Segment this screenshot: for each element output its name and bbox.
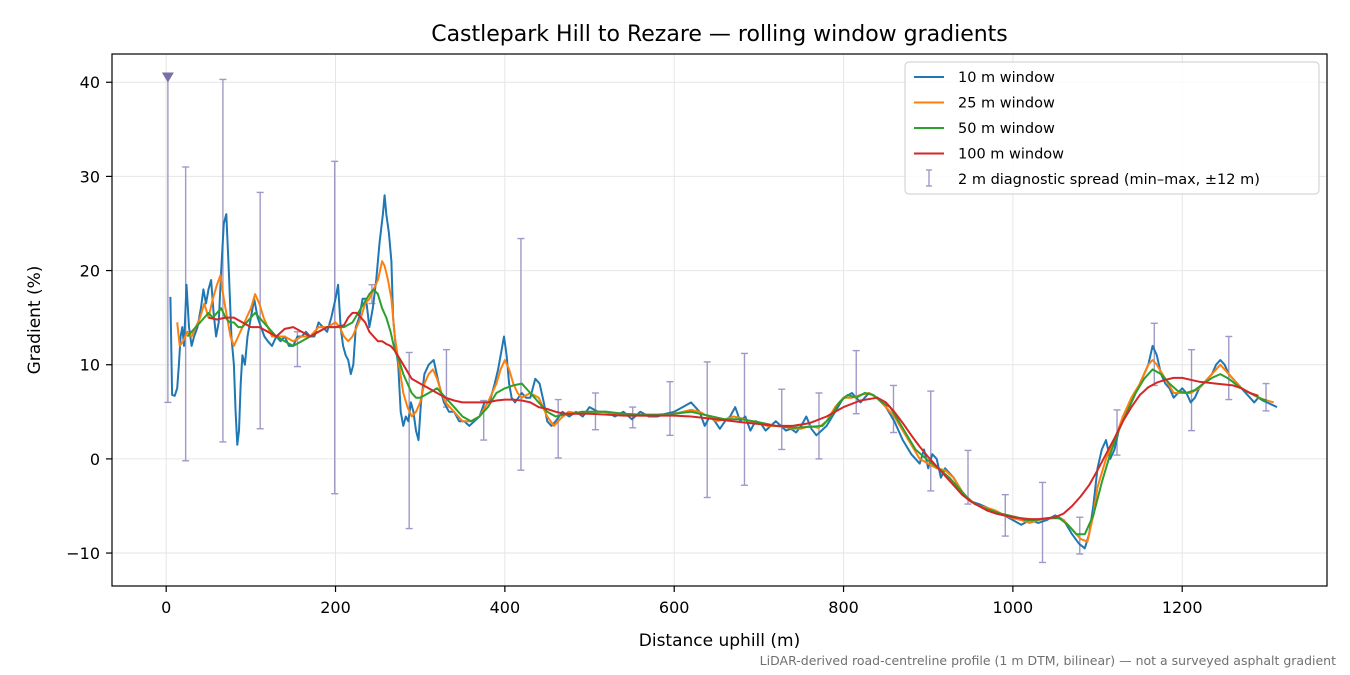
footnote: LiDAR-derived road-centreline profile (1… (760, 653, 1336, 668)
grid (112, 54, 1327, 586)
errorbar (219, 78, 227, 443)
clipped-marker (161, 72, 174, 83)
marker-layer (161, 72, 174, 83)
legend-label: 10 m window (958, 70, 1055, 86)
x-axis-label: Distance uphill (m) (639, 631, 800, 651)
legend-entry: 100 m window (914, 147, 1064, 163)
x-tick-label: 400 (490, 598, 521, 617)
legend-label: 100 m window (958, 147, 1064, 163)
series-line-1 (169, 194, 1278, 550)
series-layer (169, 194, 1278, 550)
legend-entry: 25 m window (914, 96, 1055, 112)
x-tick-label: 0 (161, 598, 171, 617)
legend-entry: 50 m window (914, 121, 1055, 137)
legend-label: 2 m diagnostic spread (min–max, ±12 m) (958, 172, 1260, 188)
errorbar (666, 380, 674, 437)
y-tick-label: 30 (80, 167, 100, 186)
errorbar (964, 449, 972, 505)
legend-entry: 10 m window (914, 70, 1055, 86)
errorbar (405, 351, 413, 530)
y-axis-label: Gradient (%) (25, 266, 45, 375)
errorbar (1188, 348, 1196, 432)
errorbar (889, 384, 897, 434)
x-tick-label: 600 (659, 598, 690, 617)
legend-label: 25 m window (958, 96, 1055, 112)
x-tick-label: 200 (320, 598, 351, 617)
errorbar (1225, 335, 1233, 401)
legend-label: 50 m window (958, 121, 1055, 137)
errorbar (256, 191, 264, 430)
legend-swatch (926, 169, 932, 187)
legend-box (904, 61, 1320, 195)
errorbar (778, 388, 786, 451)
errorbar (703, 361, 711, 499)
errorbar (164, 77, 172, 404)
chart-title: Castlepark Hill to Rezare — rolling wind… (431, 22, 1008, 47)
legend: 10 m window 25 m window 50 m window 100 m w… (904, 61, 1320, 195)
y-tick-label: 20 (80, 262, 100, 281)
errorbar (1076, 516, 1084, 555)
y-tick-label: 0 (90, 450, 100, 469)
errorbar (554, 398, 562, 459)
axis-ticks: 0 200 400 600 800 1000 1200 −10 0 10 20 30 40 (66, 73, 1202, 617)
series-line-4 (208, 311, 1259, 521)
y-tick-label: −10 (66, 544, 100, 563)
legend-entry: 2 m diagnostic spread (min–max, ±12 m) (926, 169, 1260, 188)
y-tick-label: 10 (80, 356, 100, 375)
plot-frame (111, 53, 1328, 587)
errorbar (927, 390, 935, 492)
x-tick-label: 1000 (993, 598, 1034, 617)
y-tick-label: 40 (80, 73, 100, 92)
x-tick-label: 1200 (1162, 598, 1203, 617)
errorbar (1262, 382, 1270, 412)
errorbar (517, 237, 525, 471)
x-tick-label: 800 (828, 598, 859, 617)
series-line-3 (186, 288, 1268, 536)
